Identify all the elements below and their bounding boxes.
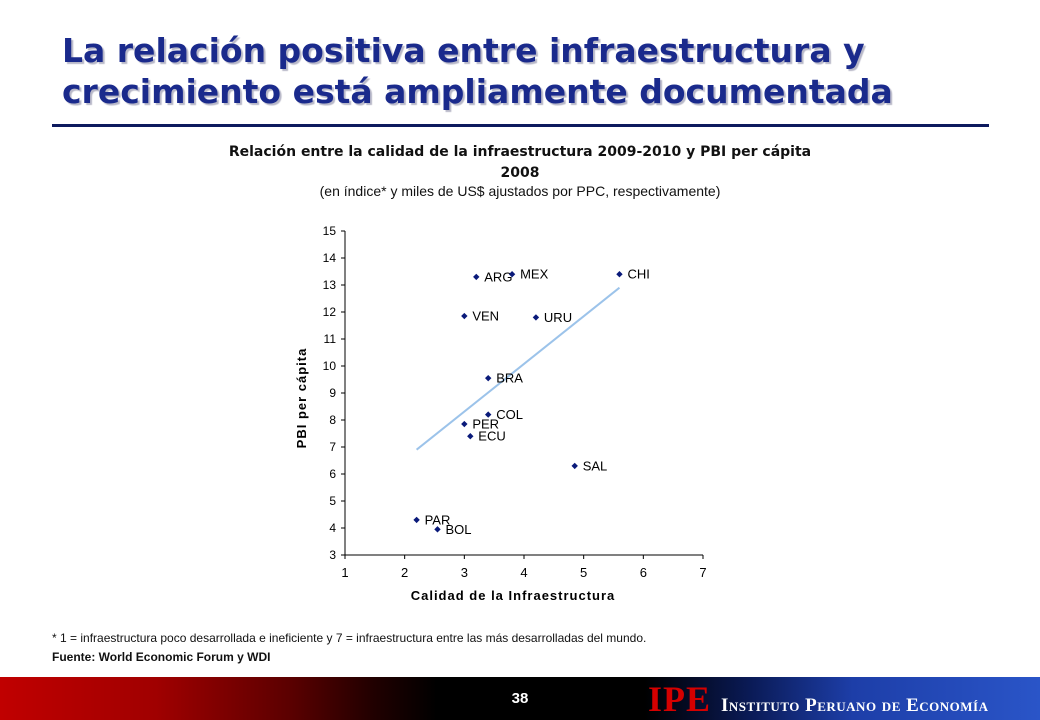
- point-label-sal: SAL: [583, 458, 608, 473]
- point-label-bra: BRA: [496, 371, 523, 386]
- y-tick-label: 10: [323, 359, 337, 373]
- y-tick-label: 6: [329, 467, 336, 481]
- y-tick-label: 8: [329, 413, 336, 427]
- x-tick-label: 1: [341, 565, 348, 580]
- point-label-chi: CHI: [627, 267, 649, 282]
- data-point-mex: [508, 271, 516, 278]
- source-note: Fuente: World Economic Forum y WDI: [52, 650, 271, 664]
- y-tick-label: 15: [323, 224, 337, 238]
- y-tick-label: 3: [329, 548, 336, 562]
- y-tick-label: 13: [323, 278, 337, 292]
- data-point-per: [461, 420, 468, 428]
- data-point-chi: [616, 271, 623, 278]
- x-tick-label: 7: [699, 565, 706, 580]
- trendline: [415, 286, 621, 451]
- x-tick-label: 2: [401, 565, 408, 580]
- y-tick-label: 12: [323, 305, 337, 319]
- data-point-bol: [434, 526, 441, 533]
- point-label-ven: VEN: [472, 309, 499, 324]
- title-divider: [52, 124, 989, 127]
- y-axis-label: PBI per cápita: [294, 348, 309, 449]
- y-tick-label: 14: [323, 251, 337, 265]
- data-point-arg: [473, 273, 480, 281]
- data-point-par: [413, 516, 420, 524]
- y-tick-label: 11: [324, 332, 337, 346]
- data-point-col: [485, 411, 492, 418]
- x-tick-label: 4: [520, 565, 527, 580]
- x-tick-label: 5: [580, 565, 587, 580]
- point-label-par: PAR: [425, 512, 451, 527]
- y-tick-label: 9: [329, 386, 336, 400]
- data-point-bra: [485, 374, 492, 382]
- chart-title: Relación entre la calidad de la infraest…: [228, 144, 812, 181]
- slide-title: La relación positiva entre infraestructu…: [62, 31, 893, 111]
- x-tick-label: 6: [640, 565, 647, 580]
- chart-subtitle: (en índice* y miles de US$ ajustados por…: [319, 183, 721, 199]
- y-tick-label: 7: [329, 440, 336, 454]
- point-label-col: COL: [496, 407, 523, 422]
- brand-logo: IPE: [648, 679, 712, 719]
- brand-name: Instituto Peruano de Economía: [721, 695, 989, 716]
- point-label-ecu: ECU: [478, 429, 505, 444]
- point-label-per: PER: [472, 417, 499, 432]
- data-point-sal: [571, 462, 578, 470]
- footer-bar: [0, 677, 1040, 720]
- x-axis-label: Calidad de la Infraestructura: [411, 588, 616, 603]
- page-number: 38: [511, 690, 529, 707]
- point-label-bol: BOL: [445, 522, 471, 537]
- footnote: * 1 = infraestructura poco desarrollada …: [52, 631, 647, 645]
- y-tick-label: 5: [329, 494, 336, 508]
- y-tick-label: 4: [329, 521, 336, 535]
- point-label-mex: MEX: [520, 267, 549, 282]
- point-label-arg: ARG: [484, 269, 512, 284]
- x-tick-label: 3: [461, 565, 468, 580]
- data-point-ecu: [467, 433, 474, 440]
- data-point-uru: [532, 314, 540, 321]
- brand: IPE Instituto Peruano de Economía: [648, 680, 989, 718]
- point-label-uru: URU: [544, 310, 572, 325]
- data-point-ven: [461, 312, 468, 320]
